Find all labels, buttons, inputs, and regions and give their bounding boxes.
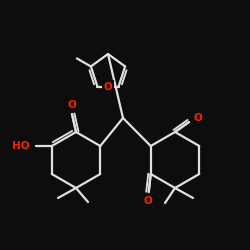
Text: O: O	[144, 196, 152, 206]
Text: O: O	[68, 100, 76, 110]
Text: HO: HO	[12, 141, 30, 151]
Text: O: O	[194, 113, 202, 123]
Text: O: O	[104, 82, 112, 92]
